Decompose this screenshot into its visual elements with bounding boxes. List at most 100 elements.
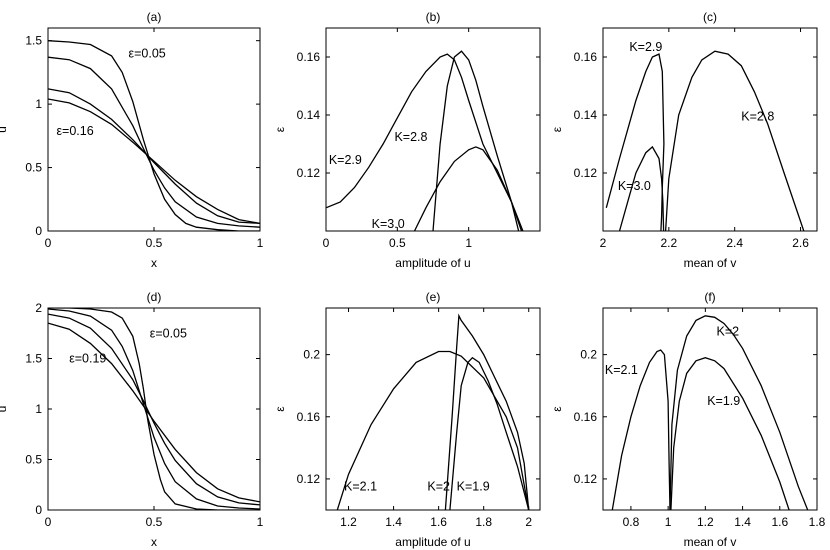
y-tick-label: 0 — [35, 224, 42, 238]
panel-f: (f) mean of v ε 0.8 1 1.2 1.4 1.6 1.8 0.12 0.16 0.2… — [550, 290, 826, 549]
series-line — [444, 313, 530, 510]
x-tick-label: 2.6 — [792, 236, 809, 250]
x-axis-label: x — [151, 535, 157, 549]
series-line — [664, 50, 805, 231]
y-axis-label: u — [0, 126, 9, 133]
panel-d: (d) x u 0 0.5 1 0 0.5 1 1.5 2 ε=0.05 ε=0.19 — [0, 290, 264, 549]
y-tick-label: 0.16 — [297, 410, 321, 424]
panel-title: (e) — [426, 290, 441, 304]
series-line — [336, 350, 530, 510]
y-tick-label: 2 — [35, 301, 42, 315]
series-line — [48, 56, 260, 228]
x-tick-label: 1.2 — [340, 515, 357, 529]
panel-c: (c) mean of v ε 2 2.2 2.4 2.6 0.12 0.14 0.16 K=2.9… — [550, 10, 818, 270]
x-axis-label: amplitude of u — [395, 535, 470, 549]
y-tick-label: 1.5 — [25, 352, 42, 366]
y-axis-label: u — [0, 406, 9, 413]
curve-annotation: K=2 — [717, 324, 740, 338]
x-axis-label: amplitude of u — [395, 256, 470, 270]
panel-b: (b) amplitude of u ε 0 0.5 1 0.12 0.14 0.16 K=2.9… — [273, 10, 541, 270]
axes-box — [325, 27, 541, 232]
x-tick-label: 2 — [525, 515, 532, 529]
series-line — [611, 349, 671, 510]
panel-title: (d) — [147, 290, 162, 304]
y-tick-label: 0.14 — [574, 108, 598, 122]
series-line — [449, 356, 530, 510]
curve-annotation: ε=0.05 — [129, 46, 166, 60]
x-tick-label: 1 — [665, 515, 672, 529]
curve-annotation: K=1.9 — [707, 394, 740, 408]
x-tick-label: 2.2 — [661, 236, 678, 250]
y-axis-label: ε — [273, 406, 287, 412]
curve-annotation: K=2.1 — [344, 480, 377, 494]
panel-title: (c) — [703, 10, 717, 24]
series-line — [48, 40, 260, 231]
panel-title: (f) — [704, 290, 715, 304]
series-line — [670, 357, 790, 510]
curve-annotation: K=2.9 — [629, 40, 662, 54]
x-tick-label: 1.4 — [385, 515, 402, 529]
curve-annotation: K=2 — [427, 480, 450, 494]
x-tick-label: 1 — [257, 236, 264, 250]
curve-annotation: K=2.9 — [329, 153, 362, 167]
y-tick-label: 0.16 — [574, 50, 598, 64]
curve-annotation: K=2.8 — [741, 109, 774, 123]
series-line — [48, 322, 260, 503]
x-tick-label: 1 — [465, 236, 472, 250]
x-tick-label: 0.5 — [146, 236, 163, 250]
x-axis-label: mean of v — [684, 256, 737, 270]
y-tick-label: 0.16 — [574, 410, 598, 424]
x-tick-label: 2.4 — [726, 236, 743, 250]
x-tick-label: 1.4 — [734, 515, 751, 529]
y-tick-label: 1 — [35, 97, 42, 111]
series-line — [618, 145, 665, 231]
y-axis-label: ε — [550, 126, 564, 132]
x-tick-label: 0 — [323, 236, 330, 250]
y-tick-label: 1 — [35, 402, 42, 416]
x-tick-label: 0.5 — [389, 236, 406, 250]
x-axis-label: mean of v — [684, 535, 737, 549]
x-tick-label: 1.8 — [809, 515, 826, 529]
series-line — [669, 315, 809, 510]
x-axis-label: x — [151, 256, 157, 270]
x-tick-label: 0.8 — [623, 515, 640, 529]
series-line — [48, 308, 260, 510]
series-line — [432, 50, 524, 231]
curve-annotation: ε=0.16 — [56, 124, 93, 138]
series-line — [48, 313, 260, 506]
curve-annotation: K=2.8 — [394, 130, 427, 144]
x-tick-label: 1.2 — [697, 515, 714, 529]
y-tick-label: 1.5 — [25, 34, 42, 48]
y-tick-label: 0.12 — [297, 472, 321, 486]
y-tick-label: 0.5 — [25, 161, 42, 175]
y-tick-label: 0.2 — [303, 348, 320, 362]
axes-box — [602, 307, 818, 511]
curve-annotation: ε=0.05 — [150, 326, 187, 340]
axes-box — [602, 27, 818, 232]
curve-annotation: ε=0.19 — [69, 352, 106, 366]
y-tick-label: 0.12 — [574, 472, 598, 486]
y-tick-label: 0.12 — [574, 166, 598, 180]
y-tick-label: 0 — [35, 503, 42, 517]
y-axis-label: ε — [550, 406, 564, 412]
x-tick-label: 1.6 — [430, 515, 447, 529]
x-tick-label: 2 — [600, 236, 607, 250]
y-tick-label: 0.16 — [297, 50, 321, 64]
series-line — [48, 88, 260, 225]
panel-a: (a) x u 0 0.5 1 0 0.5 1 1.5 ε=0.05 ε=0.16 — [0, 10, 264, 270]
panel-e: (e) amplitude of u ε 1.2 1.4 1.6 1.8 2 0.12 0.16 0… — [273, 290, 541, 549]
panel-title: (a) — [147, 10, 162, 24]
panel-title: (b) — [426, 10, 441, 24]
axes-box — [325, 307, 541, 511]
x-tick-label: 1 — [257, 515, 264, 529]
curve-annotation: K=3.0 — [618, 179, 651, 193]
y-tick-label: 0.5 — [25, 453, 42, 467]
y-tick-label: 0.14 — [297, 108, 321, 122]
series-line — [326, 53, 520, 231]
x-tick-label: 0 — [45, 515, 52, 529]
series-line — [605, 53, 665, 231]
x-tick-label: 1.8 — [475, 515, 492, 529]
y-tick-label: 0.12 — [297, 166, 321, 180]
curve-annotation: K=2.1 — [605, 363, 638, 377]
